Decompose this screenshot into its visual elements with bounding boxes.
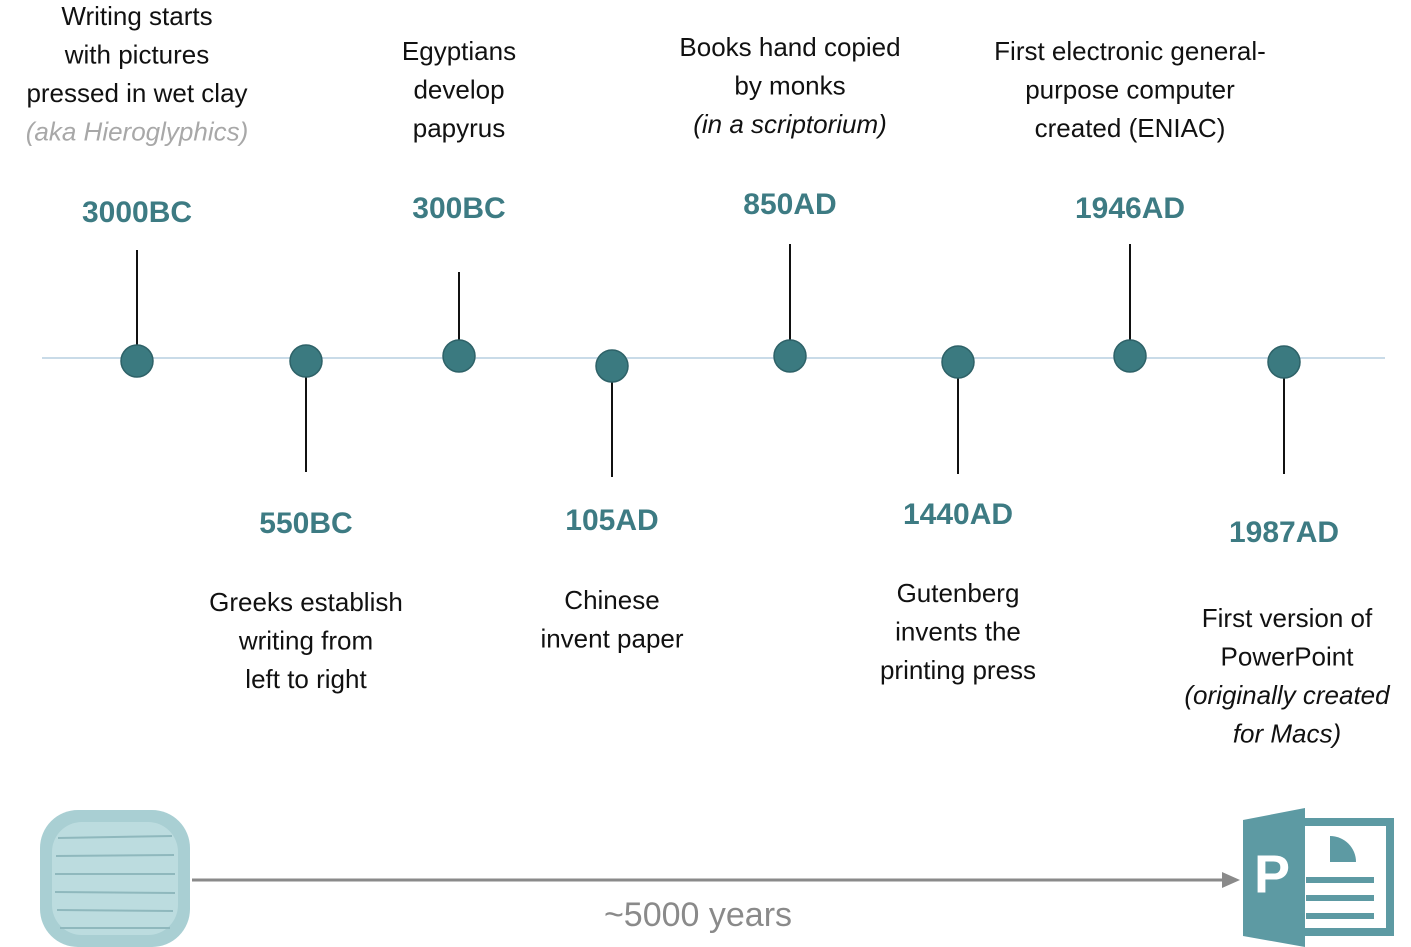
event-text: Greeks establish bbox=[209, 587, 403, 617]
event-text: by monks bbox=[734, 70, 845, 100]
timeline-event: 550BC Greeks establish writing from left to… bbox=[209, 345, 403, 694]
event-text: left to right bbox=[245, 664, 367, 694]
event-date: 1987AD bbox=[1229, 516, 1339, 549]
event-text: papyrus bbox=[413, 113, 506, 143]
event-dot bbox=[1268, 346, 1300, 378]
event-dot bbox=[596, 350, 628, 382]
event-text: purpose computer bbox=[1025, 74, 1235, 104]
event-text: invent paper bbox=[540, 623, 683, 653]
event-date: 300BC bbox=[412, 192, 505, 225]
event-note: for Macs) bbox=[1233, 718, 1341, 748]
svg-text:P: P bbox=[1254, 844, 1290, 904]
event-text: Egyptians bbox=[402, 36, 516, 66]
event-text: Writing starts bbox=[61, 1, 212, 31]
event-note: (in a scriptorium) bbox=[693, 109, 887, 139]
event-dot bbox=[942, 346, 974, 378]
event-text: Gutenberg bbox=[897, 578, 1020, 608]
event-text: Books hand copied bbox=[679, 32, 900, 62]
event-text: created (ENIAC) bbox=[1035, 113, 1226, 143]
event-date: 1440AD bbox=[903, 498, 1013, 531]
clay-tablet-icon bbox=[40, 810, 190, 947]
event-text: pressed in wet clay bbox=[26, 78, 247, 108]
event-dot bbox=[1114, 340, 1146, 372]
timeline-event: 1440AD Gutenberg invents the printing press bbox=[880, 346, 1036, 685]
event-note: (originally created bbox=[1184, 680, 1391, 710]
timeline-event: 1946AD First electronic general-purpose c… bbox=[994, 36, 1266, 372]
event-note: (aka Hieroglyphics) bbox=[26, 116, 249, 146]
event-text: invents the bbox=[895, 616, 1021, 646]
span-label: ~5000 years bbox=[604, 896, 792, 934]
event-text: PowerPoint bbox=[1221, 641, 1355, 671]
event-text: with pictures bbox=[64, 39, 210, 69]
events: 3000BC Writing starts with pictures pressed… bbox=[26, 1, 1391, 749]
event-date: 1946AD bbox=[1075, 192, 1185, 225]
timeline-page: 3000BC Writing starts with pictures pressed… bbox=[0, 0, 1411, 947]
event-text: Chinese bbox=[564, 585, 659, 615]
event-dot bbox=[121, 345, 153, 377]
event-dot bbox=[443, 340, 475, 372]
event-text: develop bbox=[413, 74, 504, 104]
event-date: 105AD bbox=[565, 504, 658, 537]
event-text: printing press bbox=[880, 655, 1036, 685]
timeline-event: 850AD Books hand copied by monks (in a scri… bbox=[679, 32, 900, 372]
timeline-event: 300BC Egyptians develop papyrus bbox=[402, 36, 516, 372]
event-text: writing from bbox=[238, 625, 373, 655]
event-dot bbox=[774, 340, 806, 372]
timeline-event: 3000BC Writing starts with pictures pressed… bbox=[26, 1, 249, 377]
event-date: 850AD bbox=[743, 188, 836, 221]
timeline-event: 105AD Chinese invent paper bbox=[540, 350, 683, 653]
arrow-head bbox=[1222, 872, 1240, 888]
event-date: 3000BC bbox=[82, 196, 192, 229]
event-text: First electronic general- bbox=[994, 36, 1266, 66]
powerpoint-icon: P bbox=[1243, 808, 1390, 947]
event-text: First version of bbox=[1202, 603, 1373, 633]
event-date: 550BC bbox=[259, 507, 352, 540]
event-dot bbox=[290, 345, 322, 377]
timeline-event: 1987AD First version of PowerPoint (origina… bbox=[1184, 346, 1391, 748]
